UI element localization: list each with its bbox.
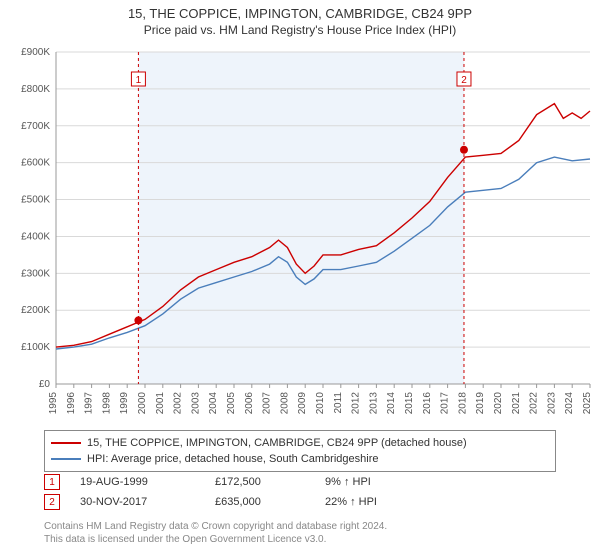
svg-text:£200K: £200K bbox=[21, 305, 50, 316]
event-marker: 2 bbox=[44, 494, 60, 510]
svg-text:1995: 1995 bbox=[48, 392, 59, 415]
legend-swatch bbox=[51, 458, 81, 460]
svg-text:£100K: £100K bbox=[21, 342, 50, 353]
event-pct: 9% ↑ HPI bbox=[325, 476, 445, 488]
svg-text:2: 2 bbox=[461, 75, 467, 86]
svg-text:2004: 2004 bbox=[208, 392, 219, 415]
event-date: 19-AUG-1999 bbox=[80, 476, 215, 488]
svg-text:1: 1 bbox=[136, 75, 142, 86]
legend-label: HPI: Average price, detached house, Sout… bbox=[87, 453, 378, 465]
svg-text:2020: 2020 bbox=[493, 392, 504, 415]
event-marker: 1 bbox=[44, 474, 60, 490]
svg-text:2011: 2011 bbox=[333, 392, 344, 414]
svg-text:2008: 2008 bbox=[279, 392, 290, 415]
svg-text:£0: £0 bbox=[39, 379, 51, 390]
title-block: 15, THE COPPICE, IMPINGTON, CAMBRIDGE, C… bbox=[0, 0, 600, 37]
legend-swatch bbox=[51, 442, 81, 444]
svg-text:2017: 2017 bbox=[440, 392, 451, 415]
svg-text:2015: 2015 bbox=[404, 392, 415, 415]
svg-text:2000: 2000 bbox=[137, 392, 148, 415]
svg-text:2022: 2022 bbox=[529, 392, 540, 415]
chart: £0 £100K £200K £300K £400K £500K £600K £700K £80… bbox=[0, 44, 600, 424]
event-price: £172,500 bbox=[215, 476, 325, 488]
svg-text:2012: 2012 bbox=[351, 392, 362, 415]
footer-line: This data is licensed under the Open Gov… bbox=[44, 533, 556, 546]
svg-text:£700K: £700K bbox=[21, 121, 50, 132]
legend: 15, THE COPPICE, IMPINGTON, CAMBRIDGE, C… bbox=[44, 430, 556, 472]
root: 15, THE COPPICE, IMPINGTON, CAMBRIDGE, C… bbox=[0, 0, 600, 560]
event-row: 1 19-AUG-1999 £172,500 9% ↑ HPI bbox=[44, 472, 556, 492]
svg-text:2023: 2023 bbox=[546, 392, 557, 415]
svg-text:2002: 2002 bbox=[173, 392, 184, 415]
svg-text:2010: 2010 bbox=[315, 392, 326, 415]
svg-text:£800K: £800K bbox=[21, 84, 50, 95]
svg-text:2016: 2016 bbox=[422, 392, 433, 415]
legend-label: 15, THE COPPICE, IMPINGTON, CAMBRIDGE, C… bbox=[87, 437, 467, 449]
svg-text:2001: 2001 bbox=[155, 392, 166, 415]
svg-text:2024: 2024 bbox=[564, 392, 575, 415]
legend-item: HPI: Average price, detached house, Sout… bbox=[51, 451, 549, 467]
event-price: £635,000 bbox=[215, 496, 325, 508]
svg-text:1999: 1999 bbox=[119, 392, 130, 415]
svg-text:2021: 2021 bbox=[511, 392, 522, 415]
title-line2: Price paid vs. HM Land Registry's House … bbox=[0, 23, 600, 37]
svg-text:2005: 2005 bbox=[226, 392, 237, 415]
svg-text:2018: 2018 bbox=[457, 392, 468, 415]
footer-line: Contains HM Land Registry data © Crown c… bbox=[44, 520, 556, 533]
svg-text:1997: 1997 bbox=[84, 392, 95, 415]
svg-text:2003: 2003 bbox=[190, 392, 201, 415]
event-row: 2 30-NOV-2017 £635,000 22% ↑ HPI bbox=[44, 492, 556, 512]
svg-text:2013: 2013 bbox=[368, 392, 379, 415]
svg-text:£400K: £400K bbox=[21, 231, 50, 242]
svg-text:£900K: £900K bbox=[21, 47, 50, 58]
chart-svg: £0 £100K £200K £300K £400K £500K £600K £700K £80… bbox=[0, 44, 600, 424]
title-line1: 15, THE COPPICE, IMPINGTON, CAMBRIDGE, C… bbox=[0, 6, 600, 21]
event-pct: 22% ↑ HPI bbox=[325, 496, 445, 508]
svg-text:2009: 2009 bbox=[297, 392, 308, 415]
svg-text:2007: 2007 bbox=[262, 392, 273, 415]
svg-text:£500K: £500K bbox=[21, 195, 50, 206]
event-date: 30-NOV-2017 bbox=[80, 496, 215, 508]
svg-text:2006: 2006 bbox=[244, 392, 255, 415]
svg-text:2014: 2014 bbox=[386, 392, 397, 415]
footer: Contains HM Land Registry data © Crown c… bbox=[44, 520, 556, 546]
svg-text:1996: 1996 bbox=[66, 392, 77, 415]
events-table: 1 19-AUG-1999 £172,500 9% ↑ HPI 2 30-NOV… bbox=[44, 472, 556, 512]
legend-item: 15, THE COPPICE, IMPINGTON, CAMBRIDGE, C… bbox=[51, 435, 549, 451]
svg-text:2019: 2019 bbox=[475, 392, 486, 415]
svg-text:2025: 2025 bbox=[582, 392, 593, 415]
svg-text:1998: 1998 bbox=[101, 392, 112, 415]
svg-text:£300K: £300K bbox=[21, 268, 50, 279]
svg-text:£600K: £600K bbox=[21, 158, 50, 169]
